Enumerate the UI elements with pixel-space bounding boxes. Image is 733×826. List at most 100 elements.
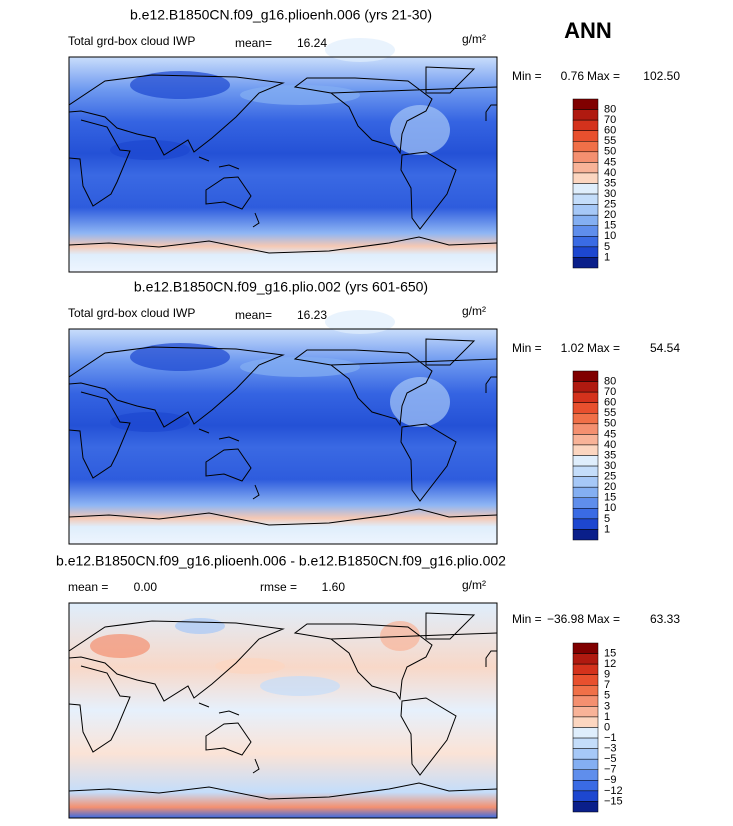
mean-value: 16.23 <box>297 308 327 322</box>
map-anomaly <box>390 377 450 427</box>
map-anomaly <box>325 310 395 334</box>
colorbar-label: −3 <box>604 743 617 755</box>
map-frame <box>68 602 498 819</box>
colorbar-label: 35 <box>604 449 616 461</box>
colorbar-label: 15 <box>604 492 616 504</box>
variable-label: Total grd-box cloud IWP <box>68 34 195 48</box>
min-label: Min = <box>512 69 542 83</box>
mean-value: 16.24 <box>297 36 327 50</box>
colorbar-box <box>572 109 599 121</box>
colorbar-label: 50 <box>604 146 616 158</box>
colorbar-label: 12 <box>604 658 616 670</box>
colorbar-label: 60 <box>604 397 616 409</box>
colorbar-label: 15 <box>604 647 616 659</box>
colorbar-box <box>572 236 599 248</box>
colorbar-box <box>572 695 599 707</box>
units-label: g/m² <box>462 578 486 592</box>
colorbar-box <box>572 246 599 258</box>
colorbar-box <box>572 402 599 414</box>
colorbar-label: 9 <box>604 669 610 681</box>
map-anomaly <box>110 412 190 432</box>
colorbar-box <box>572 370 599 382</box>
colorbar-box <box>572 381 599 393</box>
colorbar-box <box>572 780 599 792</box>
colorbar-box <box>572 476 599 488</box>
min-value: 1.02 <box>561 341 585 355</box>
colorbar-box <box>572 685 599 697</box>
colorbar-box <box>572 225 599 237</box>
colorbar-box <box>572 727 599 739</box>
colorbar-label: 0 <box>604 721 610 733</box>
season-label: ANN <box>564 18 612 43</box>
colorbar-box <box>572 518 599 530</box>
colorbar-label: 15 <box>604 220 616 232</box>
rmse-label: rmse = <box>260 580 297 594</box>
variable-label: Total grd-box cloud IWP <box>68 306 195 320</box>
colorbar-label: −15 <box>604 795 623 807</box>
min-label: Min = <box>512 341 542 355</box>
max-label: Max = <box>587 612 620 626</box>
colorbar-label: 80 <box>604 375 616 387</box>
colorbar-box <box>572 141 599 153</box>
colorbar-label: 1 <box>604 711 610 723</box>
colorbar-label: 1 <box>604 523 610 535</box>
colorbar-box <box>572 748 599 760</box>
colorbar-label: −9 <box>604 774 617 786</box>
map-anomaly <box>215 658 285 674</box>
colorbar-label: 60 <box>604 125 616 137</box>
colorbar-box <box>572 98 599 110</box>
colorbar-box <box>572 465 599 477</box>
min-value: 0.76 <box>561 69 585 83</box>
max-label: Max = <box>587 341 620 355</box>
colorbar-label: 7 <box>604 679 610 691</box>
map-anomaly <box>130 71 230 99</box>
mean-label: mean= <box>235 308 272 322</box>
colorbar-label: 70 <box>604 386 616 398</box>
colorbar-label: −7 <box>604 764 617 776</box>
colorbar-label: 5 <box>604 513 610 525</box>
colorbar-box <box>572 434 599 446</box>
map-anomaly <box>175 618 225 634</box>
colorbar-box <box>572 716 599 728</box>
map-anomaly <box>130 343 230 371</box>
colorbar-label: 70 <box>604 114 616 126</box>
colorbar-label: 45 <box>604 428 616 440</box>
map-anomaly <box>390 105 450 155</box>
colorbar-box <box>572 706 599 718</box>
map-anomaly <box>240 357 360 377</box>
colorbar-label: 5 <box>604 241 610 253</box>
colorbar-box <box>572 790 599 802</box>
units-label: g/m² <box>462 32 486 46</box>
panel-title: b.e12.B1850CN.f09_g16.plioenh.006 (yrs 2… <box>130 7 432 23</box>
colorbar-label: 35 <box>604 177 616 189</box>
colorbar-label: −12 <box>604 785 623 797</box>
colorbar-label: −1 <box>604 732 617 744</box>
colorbar-box <box>572 486 599 498</box>
mean-label: mean= <box>235 36 272 50</box>
colorbar-label: 25 <box>604 471 616 483</box>
colorbar-box <box>572 391 599 403</box>
colorbar-label: 50 <box>604 418 616 430</box>
colorbar-box <box>572 758 599 770</box>
colorbar-box <box>572 769 599 781</box>
rmse-value: 1.60 <box>322 580 346 594</box>
colorbar-label: 80 <box>604 103 616 115</box>
map-frame <box>68 56 498 273</box>
colorbar-box <box>572 119 599 131</box>
map-anomaly <box>110 140 190 160</box>
colorbar-box <box>572 455 599 467</box>
colorbar-label: 20 <box>604 209 616 221</box>
max-value: 63.33 <box>650 612 680 626</box>
colorbar-label: 55 <box>604 407 616 419</box>
colorbar-label: 10 <box>604 502 616 514</box>
min-label: Min = <box>512 612 542 626</box>
map-anomaly <box>260 676 340 696</box>
map-frame <box>68 328 498 545</box>
colorbar-box <box>572 162 599 174</box>
max-label: Max = <box>587 69 620 83</box>
colorbar-label: 55 <box>604 135 616 147</box>
colorbar-box <box>572 674 599 686</box>
colorbar-label: 20 <box>604 481 616 493</box>
colorbar-box <box>572 508 599 520</box>
